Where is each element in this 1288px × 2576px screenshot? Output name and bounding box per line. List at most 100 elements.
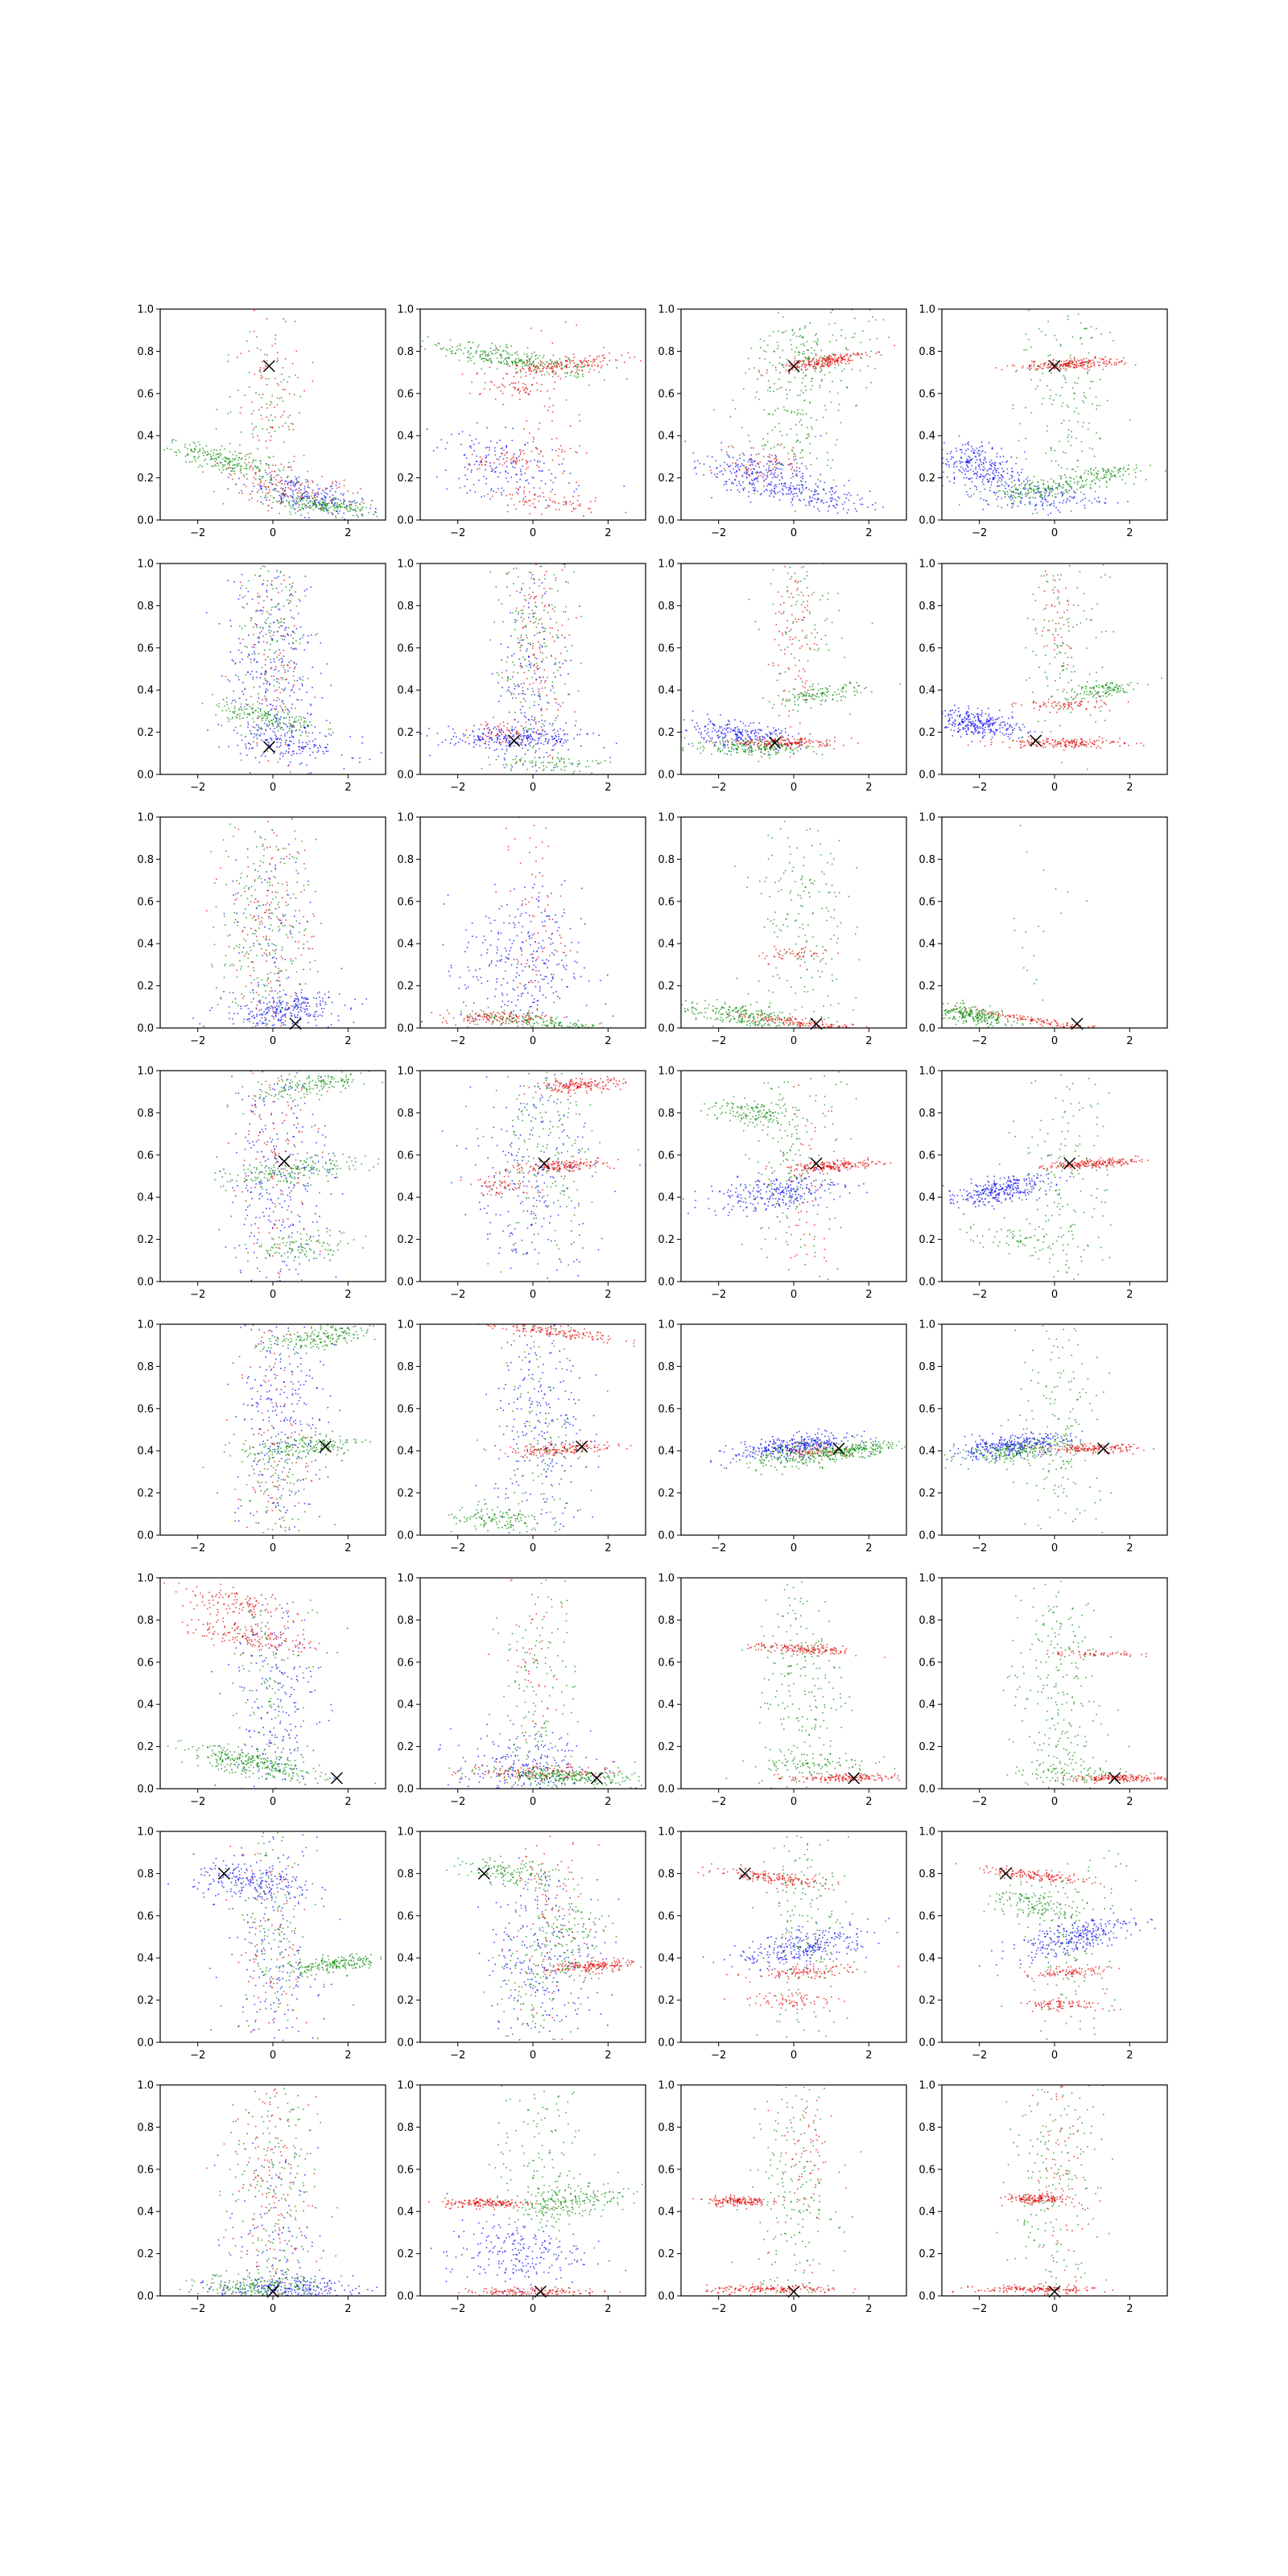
data-point-blue [336, 510, 338, 513]
data-point-red [287, 765, 289, 767]
data-point-blue [964, 461, 967, 464]
data-point-green [1036, 512, 1038, 514]
data-point-blue [993, 464, 995, 465]
data-point-green [477, 346, 479, 348]
data-point-red [525, 386, 526, 389]
x-tick-label: 0 [270, 527, 276, 539]
data-point-green [750, 347, 753, 349]
data-point-red [282, 492, 284, 494]
data-point-green [449, 348, 451, 350]
data-point-red [1011, 364, 1013, 366]
data-point-green [279, 470, 281, 472]
data-point-blue [542, 470, 543, 472]
data-point-green [1073, 392, 1075, 394]
data-point-red [539, 422, 541, 424]
data-point-green [258, 707, 259, 709]
data-point-green [1096, 477, 1097, 480]
data-point-green [814, 370, 816, 373]
scatter-points [163, 309, 378, 520]
data-point-blue [507, 473, 509, 474]
data-point-green [302, 499, 303, 501]
data-point-red [603, 346, 605, 349]
data-point-green [506, 344, 508, 345]
data-point-green [794, 411, 795, 413]
data-point-green [282, 677, 284, 679]
data-point-blue [1014, 489, 1017, 490]
data-point-blue [313, 745, 316, 748]
data-point-blue [753, 468, 754, 470]
data-point-blue [332, 498, 334, 501]
data-point-blue [748, 468, 749, 469]
data-point-red [1103, 361, 1105, 363]
data-point-green [809, 402, 811, 404]
data-point-blue [535, 447, 537, 448]
data-point-blue [330, 500, 332, 502]
data-point-red [258, 638, 260, 639]
data-point-blue [310, 704, 312, 707]
data-point-blue [786, 493, 787, 495]
data-point-blue [284, 733, 286, 735]
data-point-blue [466, 492, 469, 494]
data-point-green [194, 443, 196, 444]
data-point-blue [307, 486, 309, 488]
data-point-green [256, 336, 258, 338]
data-point-green [851, 336, 853, 339]
data-point-blue [1127, 501, 1129, 502]
data-point-blue [250, 747, 253, 749]
data-point-blue [762, 477, 764, 478]
data-point-green [283, 497, 285, 499]
data-point-green [247, 656, 249, 658]
data-point-blue [982, 508, 984, 510]
data-point-red [1040, 364, 1042, 365]
data-point-blue [766, 475, 768, 477]
data-point-blue [303, 508, 304, 510]
data-point-green [278, 469, 280, 471]
data-point-green [795, 346, 798, 349]
data-point-red [830, 355, 832, 357]
data-point-green [313, 502, 316, 503]
data-point-green [494, 349, 497, 351]
data-point-blue [772, 468, 774, 470]
data-point-blue [1000, 474, 1002, 476]
data-point-red [1033, 364, 1035, 365]
data-point-red [279, 503, 282, 505]
x-marker [262, 741, 275, 753]
data-point-green [819, 386, 821, 389]
data-point-red [1066, 362, 1068, 365]
data-point-green [255, 426, 258, 427]
data-point-red [835, 359, 837, 361]
data-point-blue [260, 609, 262, 611]
data-point-red [251, 497, 253, 499]
data-point-red [798, 362, 799, 364]
data-point-blue [729, 470, 731, 473]
data-point-green [1074, 411, 1075, 413]
data-point-blue [750, 447, 753, 449]
data-point-blue [342, 494, 344, 497]
data-point-blue [980, 459, 981, 461]
data-point-green [484, 350, 486, 353]
data-point-blue [295, 502, 297, 505]
data-point-red [1084, 361, 1085, 363]
data-point-red [548, 469, 551, 471]
data-point-green [240, 464, 242, 467]
data-point-blue [772, 477, 774, 479]
data-point-blue [237, 598, 240, 601]
data-point-blue [291, 592, 292, 595]
data-point-green [729, 415, 732, 418]
data-point-blue [970, 459, 972, 460]
data-point-blue [592, 733, 594, 734]
data-point-blue [353, 757, 354, 759]
data-point-blue [270, 704, 271, 705]
data-point-green [830, 401, 832, 403]
data-point-green [763, 444, 766, 447]
data-point-blue [782, 485, 784, 487]
data-point-green [522, 363, 523, 365]
data-point-blue [986, 478, 989, 481]
data-point-red [511, 493, 514, 496]
data-point-red [246, 341, 248, 342]
data-point-blue [769, 495, 770, 497]
data-point-green [834, 322, 836, 324]
data-point-blue [576, 733, 578, 736]
data-point-green [828, 324, 830, 325]
data-point-blue [787, 493, 789, 495]
